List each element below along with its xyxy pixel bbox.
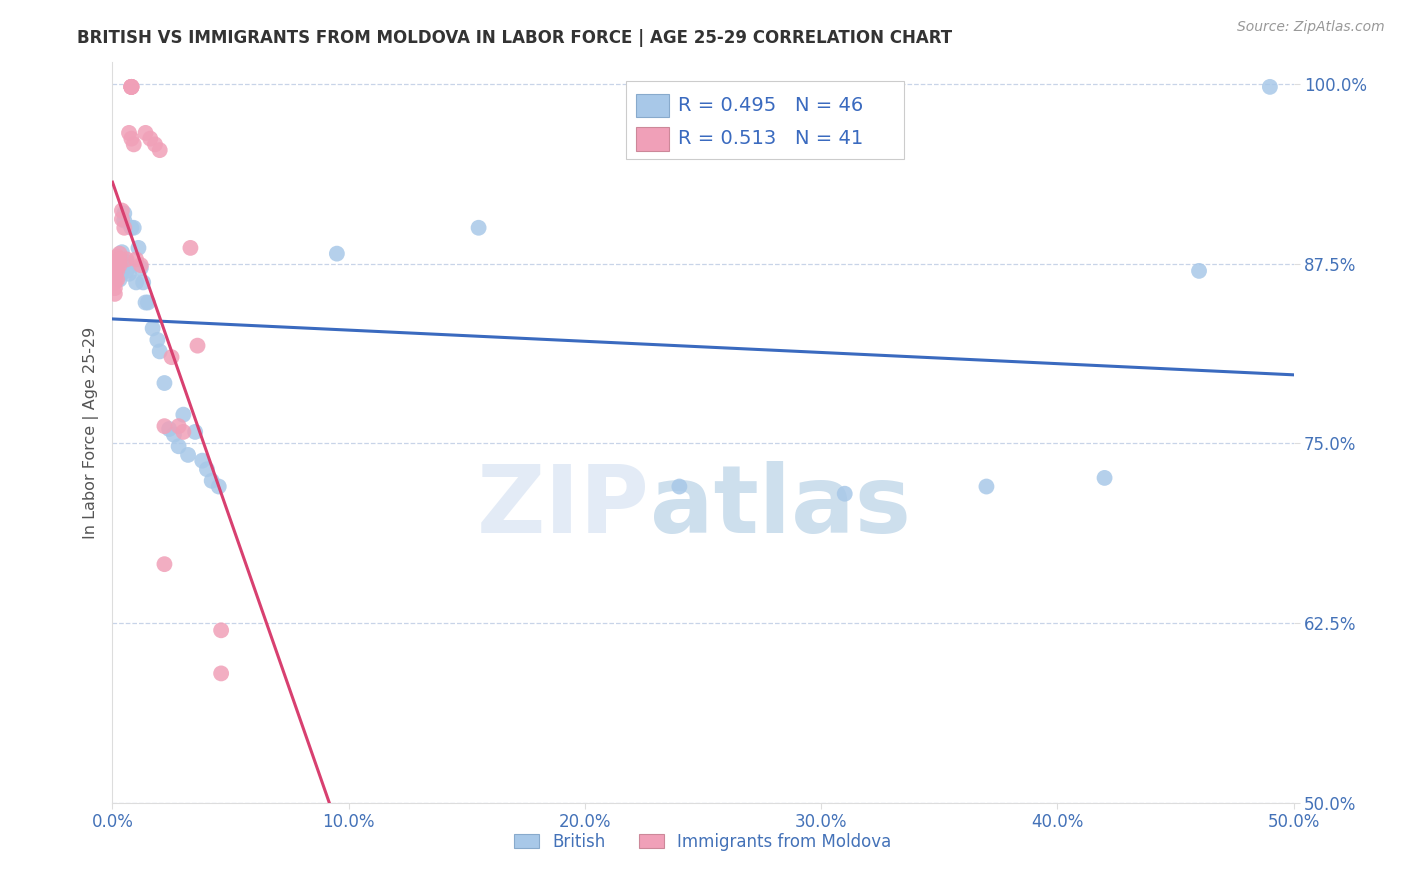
Point [115,264,138,278]
Point [120,79,142,94]
Point [120,79,142,94]
Point [104,276,127,290]
Point [108,258,131,272]
Point [149,344,172,359]
Point [104,255,127,269]
Point [186,338,208,352]
Point [153,557,176,571]
Point [668,479,690,493]
Point [153,376,176,390]
Point [120,220,142,235]
Point [153,419,176,434]
Point [104,269,127,284]
Point [108,252,131,267]
Point [326,246,349,260]
Point [142,321,165,335]
Point [105,269,128,284]
Point [112,220,135,235]
Point [976,479,998,493]
Point [163,427,186,442]
Point [108,258,131,272]
Point [179,241,201,255]
Point [1094,471,1116,485]
FancyBboxPatch shape [636,127,669,151]
Point [184,425,207,439]
Point [834,486,856,500]
Point [125,252,148,267]
Point [127,241,149,255]
Point [136,295,159,310]
Point [157,422,180,436]
Point [195,462,218,476]
FancyBboxPatch shape [636,94,669,117]
Point [108,272,131,286]
Point [104,264,127,278]
Point [143,137,166,152]
Point [105,260,128,275]
Point [120,79,142,94]
Text: Source: ZipAtlas.com: Source: ZipAtlas.com [1237,20,1385,34]
Point [1258,79,1281,94]
Point [108,264,131,278]
Point [135,295,157,310]
Point [149,143,172,157]
Point [118,126,141,140]
Point [104,281,127,295]
Point [191,453,214,467]
Point [208,479,231,493]
Text: ZIP: ZIP [477,460,650,553]
Point [108,246,131,260]
Point [111,255,134,269]
Point [172,425,194,439]
Point [111,212,134,227]
Point [115,255,138,269]
Point [120,79,142,94]
Point [139,131,162,145]
Point [132,276,155,290]
Point [209,624,232,638]
Point [120,131,142,145]
Point [167,439,190,453]
Point [125,276,148,290]
Point [172,408,194,422]
Point [105,264,128,278]
Point [122,220,145,235]
FancyBboxPatch shape [626,81,904,159]
Text: BRITISH VS IMMIGRANTS FROM MOLDOVA IN LABOR FORCE | AGE 25-29 CORRELATION CHART: BRITISH VS IMMIGRANTS FROM MOLDOVA IN LA… [77,29,952,47]
Y-axis label: In Labor Force | Age 25-29: In Labor Force | Age 25-29 [83,326,98,539]
Point [122,137,145,152]
Point [1188,264,1211,278]
Text: atlas: atlas [650,460,911,553]
Point [111,264,134,278]
Point [105,250,128,264]
Point [111,203,134,218]
Point [146,333,169,347]
Point [111,245,134,260]
Point [105,255,128,269]
Point [167,419,190,434]
Point [201,474,224,488]
Point [115,252,138,267]
Point [177,448,200,462]
Point [129,260,152,275]
Point [112,213,135,227]
Point [104,264,127,278]
Point [104,286,127,301]
Point [112,206,135,220]
Point [105,255,128,269]
Text: R = 0.513   N = 41: R = 0.513 N = 41 [678,129,863,148]
Point [209,666,232,681]
Point [104,255,127,269]
Point [120,79,142,94]
Point [135,126,157,140]
Point [118,267,141,281]
Point [104,260,127,274]
Text: R = 0.495   N = 46: R = 0.495 N = 46 [678,95,863,115]
Point [160,350,183,364]
Point [467,220,489,235]
Legend: British, Immigrants from Moldova: British, Immigrants from Moldova [508,826,898,857]
Point [105,272,128,286]
Point [129,258,152,272]
